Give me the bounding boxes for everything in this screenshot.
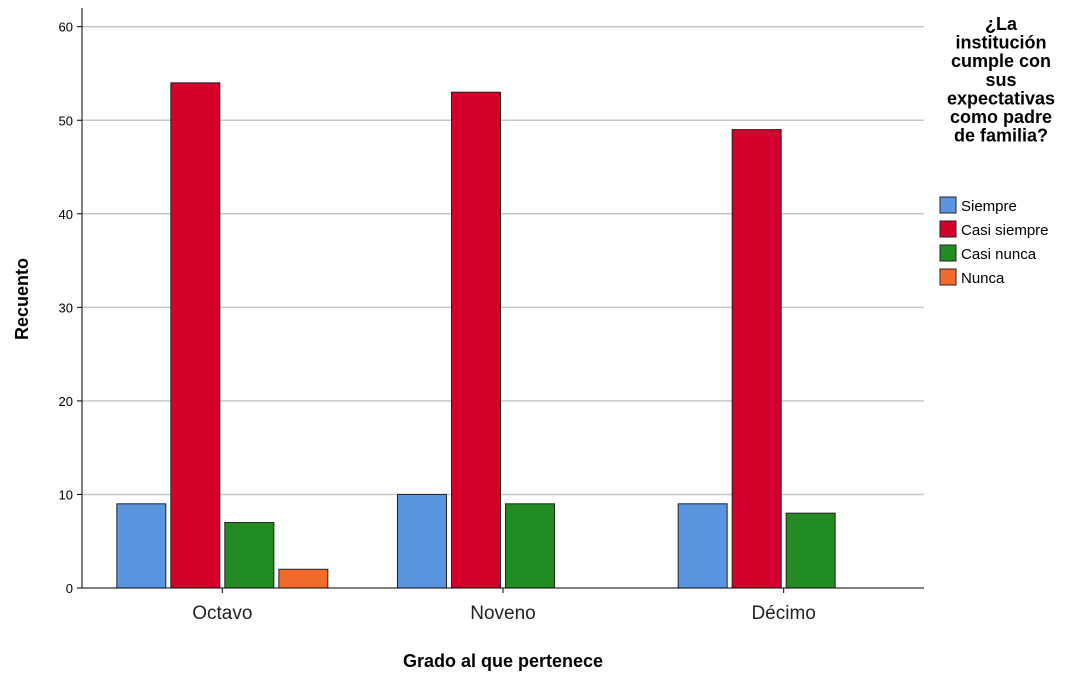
legend-title-line: como padre [950,107,1052,127]
bar-layer [116,82,836,589]
bar-octavo-casi-siempre [170,82,221,589]
legend-label: Siempre [961,198,1017,215]
legend-title-line: expectativas [947,88,1055,108]
y-tick-label: 30 [59,300,73,315]
axis-layer: 0 10 20 30 40 50 60 Octavo Noveno Décimo [59,8,924,624]
legend-swatch [939,244,957,262]
legend-label: Nunca [961,270,1005,287]
y-tick-label: 0 [66,581,73,596]
bar-dcimo-casi-siempre [731,129,782,589]
legend-title-line: de familia? [954,126,1048,146]
bar-noveno-casi-siempre [451,91,501,589]
legend-swatch [939,196,957,214]
x-tick-label: Octavo [192,603,252,624]
legend-swatch [939,268,957,286]
grid-layer [82,25,924,496]
legend-label: Casi siempre [961,222,1049,239]
y-tick-label: 50 [59,113,73,128]
x-tick-label: Noveno [470,603,536,624]
bar-dcimo-casi-nunca [785,512,836,589]
bar-octavo-siempre [116,503,167,589]
bar-octavo-casi-nunca [224,522,275,589]
legend-title-line: cumple con [951,51,1051,71]
bar-dcimo-siempre [677,503,728,589]
y-tick-label: 20 [59,394,73,409]
y-tick-label: 10 [59,487,73,502]
legend-title-line: institución [956,33,1047,53]
y-tick-label: 40 [59,207,73,222]
y-tick-label: 60 [59,20,73,35]
y-axis-title: Recuento [12,258,32,340]
x-axis-title: Grado al que pertenece [403,651,603,671]
bar-noveno-casi-nunca [505,503,555,589]
legend-label: Casi nunca [961,246,1037,263]
legend-title-line: ¿La [985,14,1018,34]
bar-noveno-siempre [397,493,447,589]
x-tick-label: Décimo [751,603,815,624]
legend-title-line: sus [985,70,1016,90]
legend-swatch [939,220,957,238]
bar-octavo-nunca [278,568,329,589]
